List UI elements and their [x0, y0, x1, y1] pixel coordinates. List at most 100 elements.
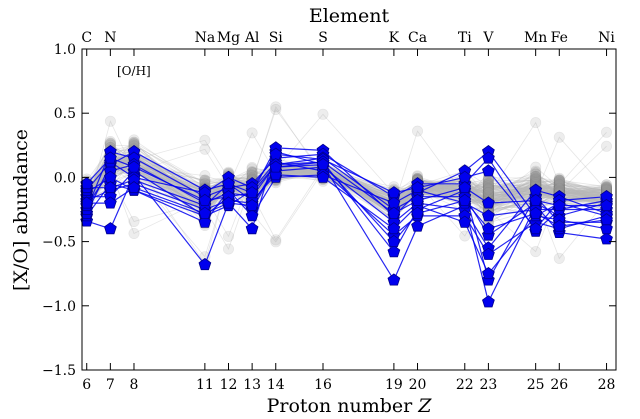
background-series-marker [482, 182, 494, 194]
y-tick-label: −0.5 [42, 235, 76, 251]
x-tick-label: 16 [314, 377, 332, 393]
highlighted-series-marker [245, 209, 259, 222]
highlighted-series-marker [482, 247, 495, 260]
x-tick-label: 20 [409, 377, 427, 393]
highlighted-series-marker [127, 160, 141, 173]
y-tick-label: 1.0 [54, 42, 76, 58]
highlighted-series-marker [482, 209, 495, 222]
background-series-marker [553, 178, 565, 190]
top-element-label: K [389, 30, 400, 46]
background-series-marker [482, 180, 494, 192]
highlighted-series-marker [104, 181, 117, 194]
background-series-marker [530, 172, 542, 184]
highlighted-series-marker [529, 193, 543, 206]
highlighted-series-marker [387, 206, 401, 219]
background-series-marker [482, 179, 494, 191]
highlighted-series-markers [80, 141, 613, 308]
background-series-marker [482, 177, 494, 189]
top-element-label: Al [244, 30, 260, 46]
x-tick-label: 8 [130, 377, 139, 393]
background-series-marker [199, 134, 211, 146]
highlighted-series-marker [552, 219, 566, 232]
background-series-marker [553, 131, 565, 143]
top-element-label: Na [195, 30, 216, 46]
top-element-label: S [318, 30, 328, 46]
background-series-marker [530, 117, 542, 129]
background-series-marker [482, 182, 494, 194]
x-tick-label: 28 [598, 377, 616, 393]
highlighted-series-marker [316, 157, 330, 171]
background-series-marker [530, 166, 542, 178]
top-element-label: C [81, 30, 92, 46]
background-series-marker [482, 179, 494, 191]
background-series-marker [270, 104, 282, 116]
background-series-marker [223, 243, 235, 255]
highlighted-series-marker [458, 193, 472, 206]
background-series-marker [246, 162, 258, 174]
background-series-marker [553, 176, 565, 188]
y-axis-ticks: −1.5 −1.0 −0.5 0.0 0.5 1.0 [42, 42, 616, 379]
background-series-marker [482, 185, 494, 197]
background-series-marker [553, 172, 565, 184]
background-series-marker [482, 181, 494, 193]
background-series-marker [482, 179, 494, 191]
background-series-marker [482, 183, 494, 195]
x-tick-label: 25 [527, 377, 545, 393]
background-series-marker [553, 176, 565, 188]
background-series-marker [482, 177, 494, 189]
x-tick-label: 13 [243, 377, 261, 393]
top-element-label: Ca [408, 30, 427, 46]
highlighted-series-marker [552, 198, 566, 212]
highlighted-series-marker [482, 196, 495, 209]
top-axis-ticks: C N Na Mg Al Si S K Ca Ti V Mn Fe Ni [81, 30, 615, 46]
highlighted-series-marker [387, 234, 401, 248]
x-tick-label: 11 [196, 377, 214, 393]
background-series-marker [246, 127, 258, 139]
top-element-label: Ti [458, 30, 472, 46]
top-element-label: V [482, 30, 494, 46]
highlighted-series-marker [458, 181, 472, 194]
highlighted-series-marker [482, 267, 495, 280]
x-tick-label: 22 [456, 377, 474, 393]
background-series-marker [530, 170, 542, 182]
highlighted-series-marker [245, 198, 259, 212]
highlighted-series-marker [387, 186, 401, 199]
highlighted-series-marker [245, 186, 259, 199]
highlighted-series-marker [458, 215, 472, 228]
highlighted-series-marker [198, 206, 212, 219]
highlighted-series-marker [316, 170, 330, 183]
background-series-marker [530, 246, 542, 258]
background-series-marker [459, 230, 471, 242]
top-element-label: Fe [551, 30, 568, 46]
highlighted-series-marker [222, 196, 235, 209]
background-series-marker [553, 178, 565, 190]
highlighted-series-marker [482, 222, 495, 235]
background-series-marker [270, 236, 282, 248]
x-tick-label: 6 [82, 377, 91, 393]
background-series-marker [128, 228, 140, 240]
background-series-marker [482, 185, 494, 197]
highlighted-series-marker [600, 222, 613, 235]
highlighted-series-marker [482, 151, 495, 164]
background-series-line [86, 113, 607, 208]
background-series-marker [482, 178, 494, 190]
y-tick-label: −1.0 [42, 299, 76, 315]
highlighted-series-marker [387, 245, 401, 258]
background-series-marker [600, 140, 612, 152]
x-tick-label: 19 [385, 377, 403, 393]
background-series-marker [246, 163, 258, 175]
highlighted-series-marker [104, 151, 117, 164]
background-series-marker [553, 174, 565, 186]
highlighted-series-marker [411, 219, 424, 232]
background-series-marker [553, 179, 565, 191]
background-series-marker [553, 177, 565, 189]
background-series-marker [482, 180, 494, 192]
background-series-marker [223, 230, 235, 242]
background-series-marker [600, 179, 612, 191]
background-series-marker [553, 178, 565, 190]
top-axis-title: Element [309, 5, 390, 27]
top-element-label: N [104, 30, 116, 46]
background-series-marker [553, 174, 565, 186]
highlighted-series-marker [529, 222, 543, 235]
background-series-marker [482, 181, 494, 193]
